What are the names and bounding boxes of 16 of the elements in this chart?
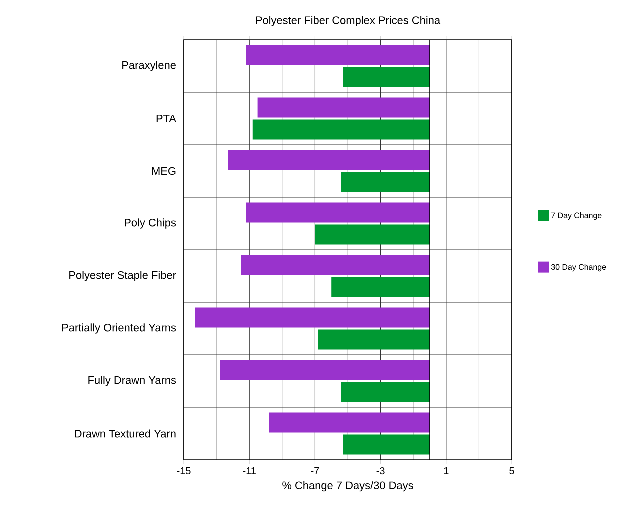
x-tick-label: -3 xyxy=(376,468,385,475)
y-tick-label: Poly Chips xyxy=(125,218,176,229)
y-tick-label: MEG xyxy=(152,167,176,176)
x-tick-label: 5 xyxy=(510,468,514,474)
x-tick-label: 1 xyxy=(444,468,449,474)
x-tick-label: -7 xyxy=(311,468,320,474)
x-tick-label: -15 xyxy=(177,468,191,474)
x-tick-label: -11 xyxy=(243,468,256,474)
y-tick-label: PTA xyxy=(156,114,176,123)
x-axis-title: % Change 7 Days/30 Days xyxy=(282,481,414,492)
chart-title: Polyester Fiber Complex Prices China xyxy=(256,16,441,26)
y-tick-label: Partially Oriented Yarns xyxy=(62,324,176,334)
y-tick-label: Drawn Textured Yarn xyxy=(75,430,176,438)
y-tick-label: Paraxylene xyxy=(122,61,176,72)
y-tick-label: Fully Drawn Yarns xyxy=(88,376,176,386)
y-tick-label: Polyester Staple Fiber xyxy=(70,271,176,282)
